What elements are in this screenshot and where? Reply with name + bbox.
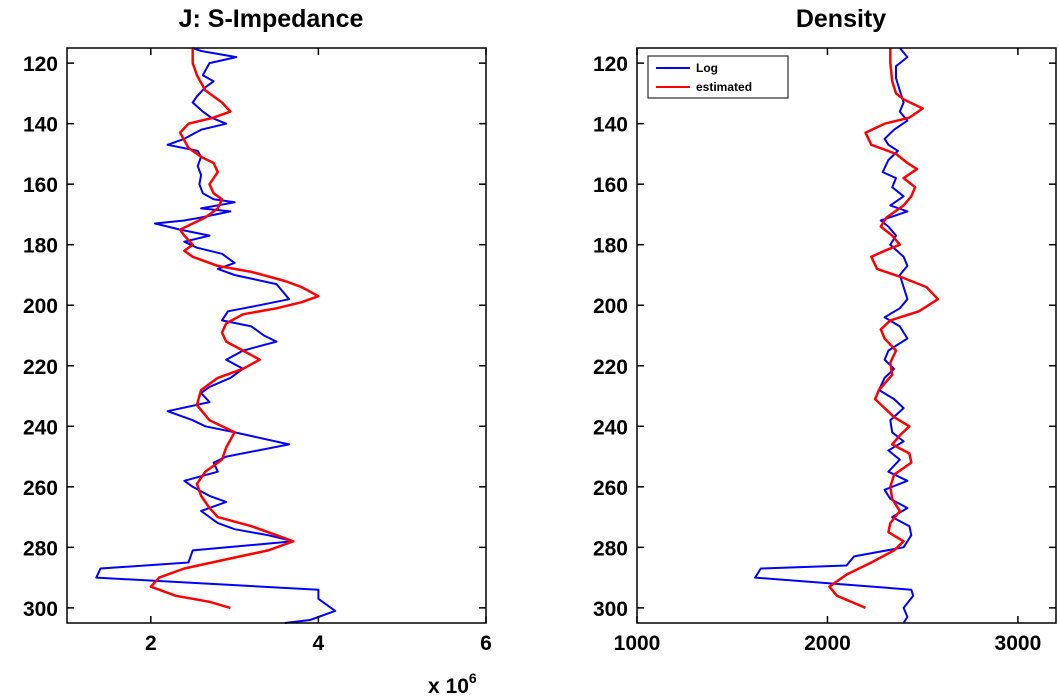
y-tick-label: 120 bbox=[23, 53, 58, 76]
y-tick-label: 260 bbox=[593, 477, 628, 500]
ticks-layer: 120 140 160 180 200 220 240 260 280 300 1000 2000 30… bbox=[593, 48, 1056, 655]
y-tick-label: 300 bbox=[593, 598, 628, 621]
plot-frame bbox=[66, 47, 487, 624]
x-tick-label: 1000 bbox=[614, 632, 661, 655]
y-tick-label: 160 bbox=[23, 174, 58, 197]
chart-title: Density bbox=[796, 5, 886, 33]
legend-label-log: Log bbox=[696, 61, 718, 75]
y-tick-label: 180 bbox=[23, 235, 58, 258]
x-multiplier-base: x 10 bbox=[428, 675, 469, 698]
legend-box bbox=[647, 55, 789, 99]
y-tick-label: 260 bbox=[23, 477, 58, 500]
y-tick-label: 240 bbox=[23, 416, 58, 439]
y-tick-label: 180 bbox=[593, 235, 628, 258]
series-line-0 bbox=[95, 47, 337, 624]
x-tick-label: 4 bbox=[313, 632, 325, 655]
y-tick-label: 240 bbox=[593, 416, 628, 439]
series-line-estimated bbox=[828, 48, 940, 610]
series-layer bbox=[95, 47, 337, 624]
s-impedance-chart: J: S-Impedance 120 140 160 180 200 220 240 260 2… bbox=[23, 5, 492, 698]
y-tick-label: 160 bbox=[593, 174, 628, 197]
x-multiplier-exponent: 6 bbox=[469, 670, 477, 686]
x-tick-label: 2000 bbox=[804, 632, 851, 655]
series-line-log bbox=[754, 47, 915, 624]
x-tick-label: 3000 bbox=[995, 632, 1042, 655]
y-tick-label: 220 bbox=[23, 356, 58, 379]
x-tick-label: 6 bbox=[480, 632, 492, 655]
legend: Log estimated bbox=[647, 55, 789, 99]
series-layer bbox=[754, 47, 940, 624]
y-tick-label: 140 bbox=[23, 114, 58, 137]
legend-label-estimated: estimated bbox=[696, 80, 752, 94]
y-tick-label: 120 bbox=[593, 53, 628, 76]
series-line-1 bbox=[149, 48, 320, 610]
y-tick-label: 200 bbox=[23, 295, 58, 318]
chart-title: J: S-Impedance bbox=[179, 5, 364, 33]
y-tick-label: 140 bbox=[593, 114, 628, 137]
y-tick-label: 200 bbox=[593, 295, 628, 318]
x-tick-label: 2 bbox=[145, 632, 157, 655]
plot-frame bbox=[636, 47, 1057, 624]
y-tick-label: 280 bbox=[593, 537, 628, 560]
ticks-layer: 120 140 160 180 200 220 240 260 280 300 2 4 6 bbox=[23, 48, 492, 655]
y-tick-label: 300 bbox=[23, 598, 58, 621]
y-tick-label: 280 bbox=[23, 537, 58, 560]
x-multiplier: x 106 bbox=[428, 670, 477, 698]
density-chart: Density 120 140 160 180 200 220 240 260 280 300 10… bbox=[593, 5, 1057, 655]
y-tick-label: 220 bbox=[593, 356, 628, 379]
